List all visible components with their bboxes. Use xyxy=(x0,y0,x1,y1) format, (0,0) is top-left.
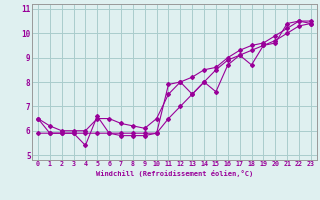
X-axis label: Windchill (Refroidissement éolien,°C): Windchill (Refroidissement éolien,°C) xyxy=(96,170,253,177)
